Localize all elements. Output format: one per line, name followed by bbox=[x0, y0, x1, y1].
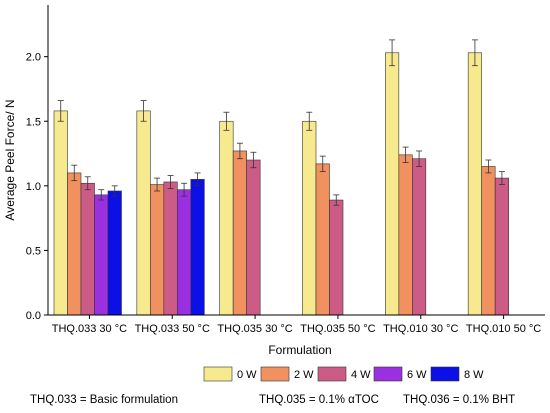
footnote-thq035: THQ.035 = 0.1% αTOC bbox=[259, 394, 379, 406]
legend-label: 6 W bbox=[407, 369, 427, 381]
x-tick-label: THQ.010 30 °C bbox=[383, 323, 458, 335]
legend-label: 8 W bbox=[464, 369, 484, 381]
bar bbox=[302, 120, 317, 316]
x-tick-label: THQ.033 30 °C bbox=[52, 323, 127, 335]
legend-swatch bbox=[430, 366, 460, 382]
bar bbox=[481, 166, 496, 316]
y-tick-label: 1.0 bbox=[26, 181, 41, 193]
bar bbox=[80, 182, 95, 316]
bar bbox=[163, 181, 178, 316]
legend-label: 4 W bbox=[351, 369, 371, 381]
bar bbox=[315, 163, 330, 316]
y-tick-label: 0.5 bbox=[26, 245, 41, 257]
legend: 0 W 2 W 4 W 6 W 8 W bbox=[203, 366, 484, 382]
footnote-thq036: THQ.036 = 0.1% BHT bbox=[403, 394, 515, 406]
bar bbox=[494, 177, 509, 316]
bar bbox=[190, 179, 205, 316]
y-tick-label: 0.0 bbox=[26, 310, 41, 322]
bar bbox=[232, 150, 247, 316]
y-tick-label: 2.0 bbox=[26, 52, 41, 64]
bar bbox=[246, 159, 261, 316]
x-tick-group: THQ.033 30 °C THQ.033 50 °C THQ.035 30 °C T… bbox=[52, 315, 541, 335]
x-tick-label: THQ.033 50 °C bbox=[135, 323, 210, 335]
bar bbox=[136, 110, 151, 316]
bar bbox=[385, 52, 400, 316]
x-tick-label: THQ.035 30 °C bbox=[217, 323, 292, 335]
bar bbox=[107, 190, 122, 316]
bar bbox=[329, 199, 344, 316]
legend-swatch bbox=[317, 366, 347, 382]
bar bbox=[219, 120, 234, 316]
legend-swatch bbox=[203, 366, 233, 382]
footnote-thq033: THQ.033 = Basic formulation bbox=[30, 394, 178, 406]
bar bbox=[177, 189, 192, 316]
y-tick-label: 1.5 bbox=[26, 116, 41, 128]
bar bbox=[398, 154, 413, 316]
bar bbox=[150, 184, 165, 316]
x-tick-label: THQ.010 50 °C bbox=[466, 323, 541, 335]
bar bbox=[53, 110, 68, 316]
bar bbox=[94, 194, 109, 316]
bar bbox=[467, 52, 482, 316]
bar bbox=[412, 158, 427, 316]
legend-swatch bbox=[373, 366, 403, 382]
y-axis-title: Average Peel Force/ N bbox=[3, 99, 17, 220]
chart-marks bbox=[53, 39, 509, 316]
y-tick-group: 0.0 0.5 1.0 1.5 2.0 bbox=[26, 52, 48, 322]
legend-label: 0 W bbox=[237, 369, 257, 381]
bar bbox=[67, 172, 82, 316]
x-tick-label: THQ.035 50 °C bbox=[300, 323, 375, 335]
x-axis-title: Formulation bbox=[268, 343, 331, 357]
legend-swatch bbox=[260, 366, 290, 382]
legend-label: 2 W bbox=[294, 369, 314, 381]
